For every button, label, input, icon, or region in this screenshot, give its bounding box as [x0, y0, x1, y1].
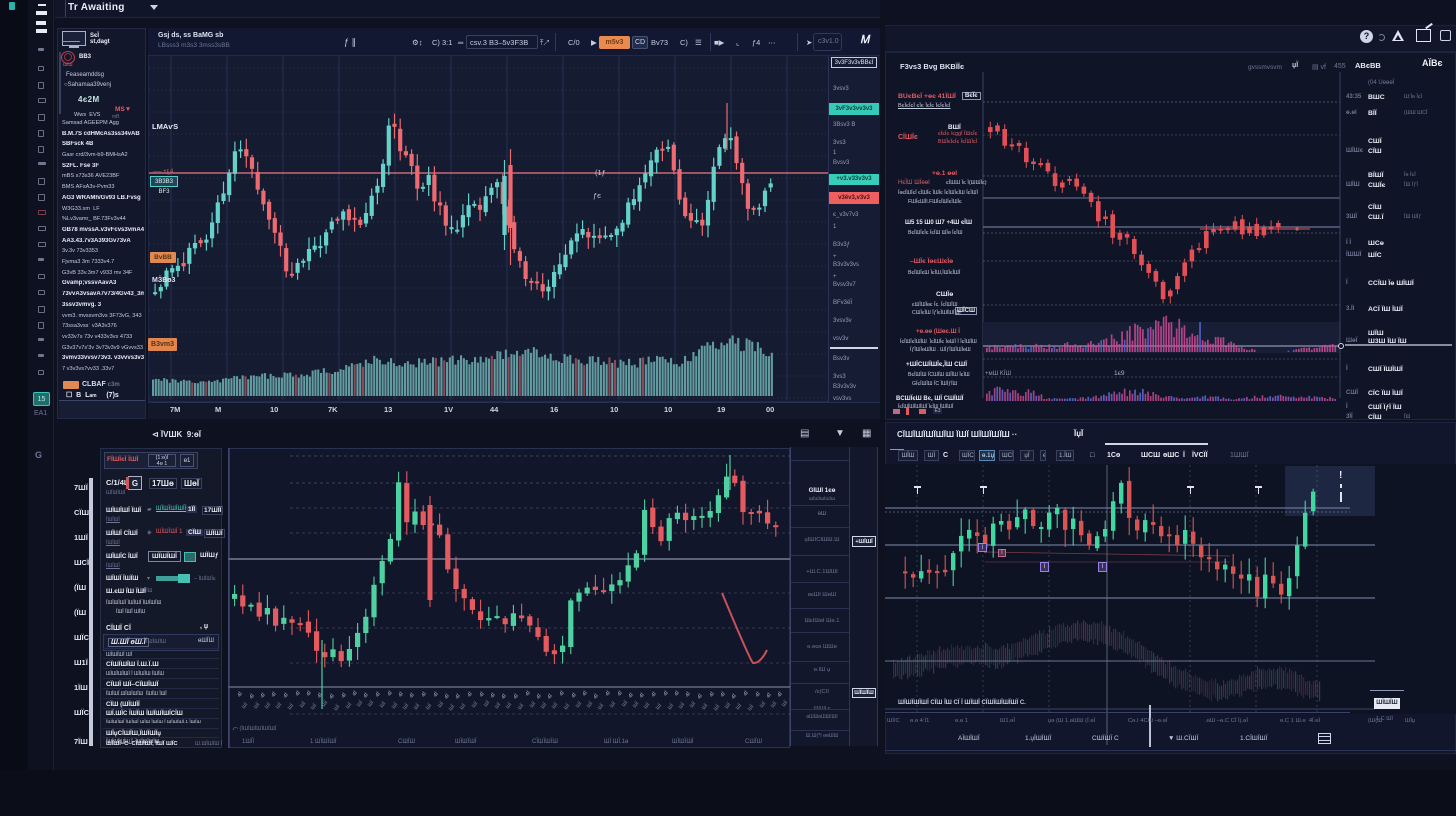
svg-text:1є9: 1є9 [1114, 370, 1125, 377]
svg-text:+мШ KЇШ: +мШ KЇШ [985, 370, 1011, 377]
